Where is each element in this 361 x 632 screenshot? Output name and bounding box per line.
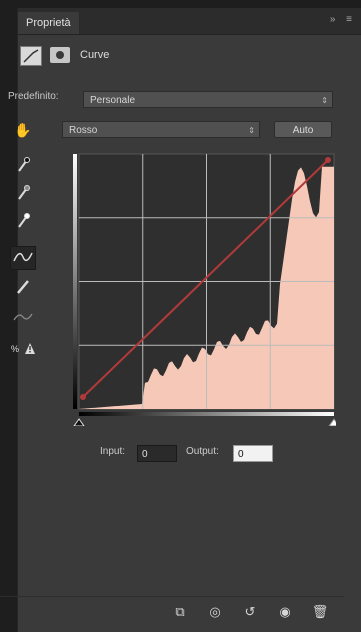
target-adjust-icon[interactable]: ✋ [14, 122, 32, 138]
preset-select[interactable]: Personale ⇕ [83, 91, 333, 108]
pencil-icon[interactable] [10, 278, 36, 302]
black-point-slider [73, 418, 85, 427]
view-previous-state-icon[interactable]: ◎ [209, 604, 221, 619]
clip-to-layer-icon[interactable]: ⧉ [175, 604, 185, 619]
panel-menu-icon[interactable]: » ≡ [329, 14, 356, 25]
input-gradient-bar [79, 412, 334, 416]
tab-properties[interactable]: Proprietà [18, 12, 80, 34]
curve-line [82, 159, 329, 398]
output-label: Output: [186, 446, 219, 457]
white-point-eyedropper-icon[interactable] [10, 212, 36, 236]
adjustment-title: Curve [80, 49, 110, 61]
input-field[interactable]: 0 [137, 445, 177, 462]
curve-point [80, 394, 86, 400]
clipping-warning-icon[interactable]: % [10, 338, 36, 362]
curve-edit-icon[interactable] [10, 246, 36, 270]
output-gradient-bar [73, 154, 77, 409]
visibility-icon[interactable]: ◉ [279, 604, 291, 619]
delete-icon[interactable]: 🗑 [311, 604, 329, 619]
black-point-eyedropper-icon[interactable] [10, 156, 36, 180]
curve-point [325, 157, 331, 163]
reset-icon[interactable]: ↺ [244, 604, 256, 619]
preset-value: Personale [90, 95, 136, 106]
output-field[interactable]: 0 [233, 445, 273, 462]
svg-text:%: % [11, 344, 19, 354]
channel-value: Rosso [69, 125, 98, 136]
chevron-updown-icon: ⇕ [321, 96, 328, 105]
panel-tabbar: Proprietà » ≡ [18, 8, 361, 35]
layer-mask-icon[interactable] [50, 47, 70, 63]
white-point-slider [328, 418, 340, 427]
preset-label: Predefinito: [8, 91, 59, 102]
curves-adjustment-icon[interactable] [20, 46, 42, 66]
auto-button[interactable]: Auto [274, 121, 332, 138]
smooth-icon[interactable] [10, 306, 36, 330]
chevron-updown-icon: ⇕ [248, 126, 255, 135]
gray-point-eyedropper-icon[interactable] [10, 184, 36, 208]
curves-graph[interactable] [61, 146, 340, 427]
bottom-toolbar [0, 596, 344, 625]
channel-select[interactable]: Rosso ⇕ [62, 121, 260, 138]
input-label: Input: [100, 446, 126, 457]
